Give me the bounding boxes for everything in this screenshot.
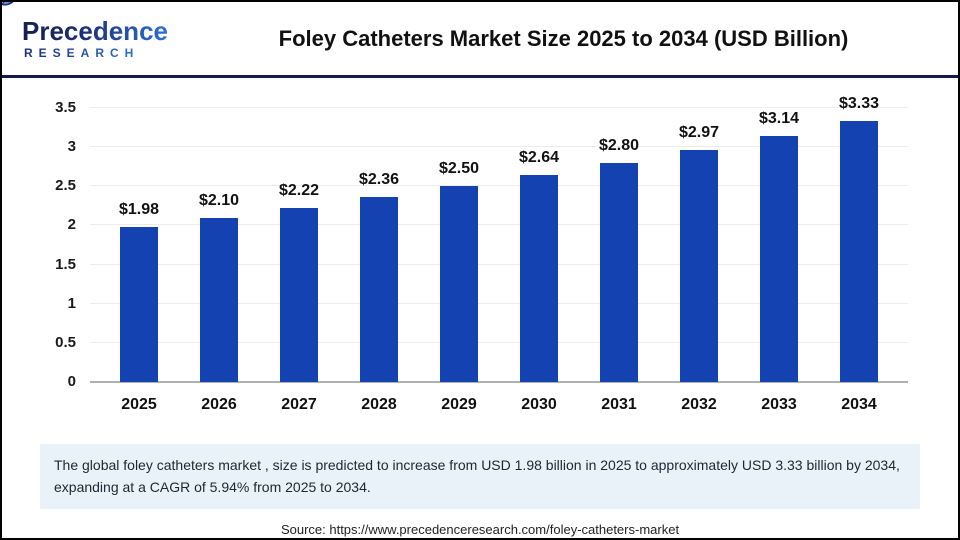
gridline [90,341,908,343]
gridline [90,263,908,265]
x-axis-category-label: 2032 [681,396,717,413]
bar-2027 [280,208,318,382]
bar-value-label: $2.10 [198,191,240,209]
brand-logo: Precedence RESEARCH [2,2,205,59]
gridline [90,185,908,187]
bar-2033 [760,136,798,382]
x-axis-category-label: 2025 [121,396,157,413]
bar-2025 [120,227,158,382]
leaf-icon [2,2,17,6]
x-axis-category-label: 2026 [201,396,237,413]
y-axis-tick-label: 2.5 [55,177,76,195]
bar-2029 [440,186,478,382]
chart-title: Foley Catheters Market Size 2025 to 2034… [278,25,849,51]
y-axis-tick-label: 1.5 [55,255,76,273]
x-axis-category-label: 2030 [521,396,557,413]
x-axis-category-label: 2028 [361,396,397,413]
bar-value-label: $3.14 [758,110,800,128]
x-axis-category-label: 2029 [441,396,477,413]
bar-value-label: $2.97 [678,123,720,141]
gridline [90,224,908,226]
brand-logo-subtitle: RESEARCH [20,47,139,59]
bar-2034 [840,121,878,382]
bar-value-label: $2.50 [438,160,480,178]
bar-2031 [600,162,638,382]
bar-value-label: $2.22 [278,182,320,200]
bar-2026 [200,217,238,382]
y-axis-tick-label: 3.5 [55,99,76,116]
x-axis-category-label: 2033 [761,396,797,413]
bar-value-label: $2.36 [358,171,400,189]
gridline [90,302,908,304]
bar-value-label: $2.64 [518,149,560,167]
header: Precedence RESEARCH Foley Catheters Mark… [2,2,958,78]
brand-logo-wordmark: Precedence [22,16,168,46]
bar-2028 [360,197,398,382]
x-axis-category-label: 2034 [841,396,877,413]
plot-area: $1.98 $2.10 $2.22 $2.36 $2.50 $2.64 $2.80 $2.97… [90,95,908,383]
x-axis-line [90,381,908,383]
y-axis-tick-label: 2 [67,216,76,234]
y-axis-tick-label: 3 [67,138,76,156]
bar-value-label: $3.33 [838,95,880,113]
y-axis-tick-label: 0.5 [55,333,76,351]
source-line: Source: https://www.precedenceresearch.c… [280,522,680,538]
y-axis-tick-label: 1 [67,294,76,312]
summary-callout: The global foley catheters market , size… [40,444,920,510]
bar-value-label: $2.80 [598,136,640,154]
x-axis-category-label: 2027 [281,396,317,413]
bar-chart: $1.98 $2.10 $2.22 $2.36 $2.50 $2.64 $2.80 $2.97… [2,78,958,438]
bar-2032 [680,149,718,382]
bar-value-label: $1.98 [118,201,160,218]
gridline [90,107,908,108]
gridline [90,146,908,148]
x-axis-category-label: 2031 [601,396,637,413]
bar-2030 [520,175,558,382]
y-axis-tick-label: 0 [67,373,76,390]
